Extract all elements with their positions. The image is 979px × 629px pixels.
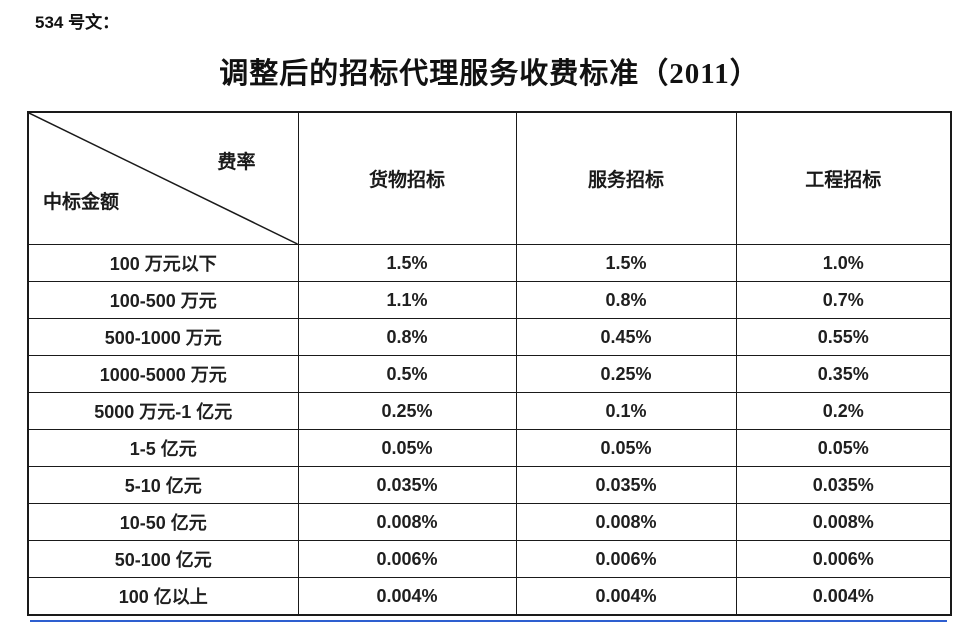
row-label-bid-amount: 500-1000 万元 <box>27 318 299 356</box>
doc-number-label: 534 号文： <box>35 13 120 32</box>
rate-value-engineering: 0.2% <box>735 392 952 430</box>
diagonal-header-cell: 费率 中标金额 <box>27 111 299 245</box>
rate-value-service: 0.05% <box>515 429 737 467</box>
rate-value-engineering: 1.0% <box>735 244 952 282</box>
table-row: 1000-5000 万元 0.5% 0.25% 0.35% <box>27 355 952 393</box>
rate-value-service: 0.035% <box>515 466 737 504</box>
row-label-bid-amount: 100-500 万元 <box>27 281 299 319</box>
row-label-bid-amount: 100 亿以上 <box>27 577 299 616</box>
rate-value-service: 0.1% <box>515 392 737 430</box>
row-label-bid-amount: 1-5 亿元 <box>27 429 299 467</box>
rate-value-goods: 0.008% <box>297 503 517 541</box>
table-row: 500-1000 万元 0.8% 0.45% 0.55% <box>27 318 952 356</box>
rate-value-service: 0.006% <box>515 540 737 578</box>
rate-value-goods: 0.05% <box>297 429 517 467</box>
rate-value-engineering: 0.008% <box>735 503 952 541</box>
table-row: 100 亿以上 0.004% 0.004% 0.004% <box>27 577 952 616</box>
rate-value-goods: 0.004% <box>297 577 517 616</box>
table-row: 1-5 亿元 0.05% 0.05% 0.05% <box>27 429 952 467</box>
rate-value-goods: 0.8% <box>297 318 517 356</box>
rate-value-engineering: 0.05% <box>735 429 952 467</box>
row-label-bid-amount: 50-100 亿元 <box>27 540 299 578</box>
table-header-row: 费率 中标金额 货物招标 服务招标 工程招标 <box>27 111 952 245</box>
rate-value-goods: 0.035% <box>297 466 517 504</box>
column-header-service: 服务招标 <box>515 111 737 245</box>
table-row: 5-10 亿元 0.035% 0.035% 0.035% <box>27 466 952 504</box>
table-row: 5000 万元-1 亿元 0.25% 0.1% 0.2% <box>27 392 952 430</box>
rate-value-service: 0.25% <box>515 355 737 393</box>
fee-rate-table: 费率 中标金额 货物招标 服务招标 工程招标 100 万元以下 1.5% 1.5… <box>27 111 952 616</box>
rate-value-engineering: 0.006% <box>735 540 952 578</box>
corner-label-bid-amount: 中标金额 <box>43 192 120 213</box>
rate-value-service: 0.008% <box>515 503 737 541</box>
rate-value-service: 0.004% <box>515 577 737 616</box>
rate-value-goods: 0.25% <box>297 392 517 430</box>
table-row: 100 万元以下 1.5% 1.5% 1.0% <box>27 244 952 282</box>
page-title: 调整后的招标代理服务收费标准（2011） <box>219 58 760 90</box>
bottom-accent-line <box>30 620 947 622</box>
rate-value-engineering: 0.035% <box>735 466 952 504</box>
rate-value-engineering: 0.7% <box>735 281 952 319</box>
diagonal-line <box>29 113 298 244</box>
rate-table-body: 100 万元以下 1.5% 1.5% 1.0% 100-500 万元 1.1% … <box>27 244 952 616</box>
rate-value-service: 0.8% <box>515 281 737 319</box>
column-header-engineering: 工程招标 <box>735 111 952 245</box>
rate-value-service: 0.45% <box>515 318 737 356</box>
corner-label-rate: 费率 <box>217 152 256 173</box>
row-label-bid-amount: 10-50 亿元 <box>27 503 299 541</box>
table-row: 10-50 亿元 0.008% 0.008% 0.008% <box>27 503 952 541</box>
rate-value-service: 1.5% <box>515 244 737 282</box>
column-header-goods: 货物招标 <box>297 111 517 245</box>
rate-value-engineering: 0.35% <box>735 355 952 393</box>
rate-value-engineering: 0.55% <box>735 318 952 356</box>
row-label-bid-amount: 1000-5000 万元 <box>27 355 299 393</box>
rate-value-goods: 0.006% <box>297 540 517 578</box>
table-row: 100-500 万元 1.1% 0.8% 0.7% <box>27 281 952 319</box>
rate-value-engineering: 0.004% <box>735 577 952 616</box>
row-label-bid-amount: 100 万元以下 <box>27 244 299 282</box>
row-label-bid-amount: 5-10 亿元 <box>27 466 299 504</box>
rate-value-goods: 1.1% <box>297 281 517 319</box>
table-row: 50-100 亿元 0.006% 0.006% 0.006% <box>27 540 952 578</box>
rate-value-goods: 1.5% <box>297 244 517 282</box>
row-label-bid-amount: 5000 万元-1 亿元 <box>27 392 299 430</box>
rate-value-goods: 0.5% <box>297 355 517 393</box>
